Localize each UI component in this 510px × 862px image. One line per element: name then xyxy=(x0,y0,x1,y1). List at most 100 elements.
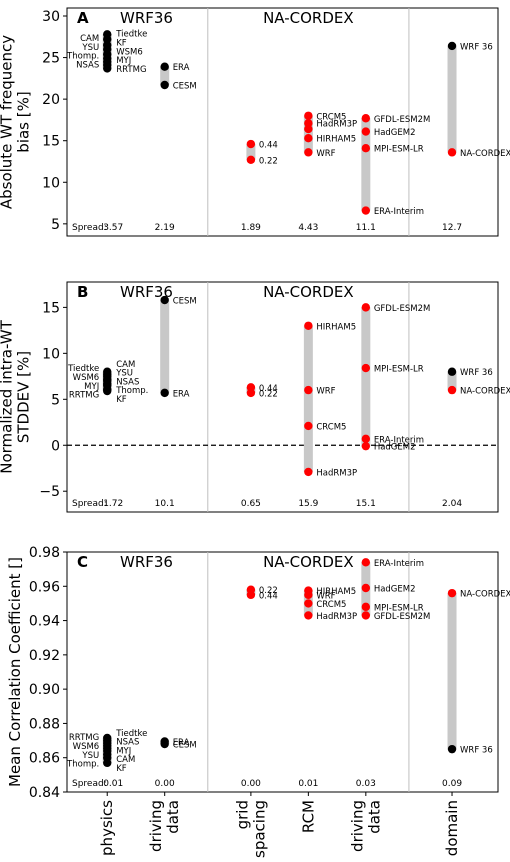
y-tick-label: 0 xyxy=(51,438,60,454)
point-label: HadRM3P xyxy=(316,120,357,130)
point-label: RRTMG xyxy=(116,65,146,75)
y-tick-label: 30 xyxy=(42,9,60,25)
range-bar xyxy=(160,66,170,86)
point-label: NSAS xyxy=(116,377,139,387)
panel-b: −5 0 5 10 15 Normalized intra-WT STDDEV [%] B WR… xyxy=(0,281,510,513)
section-label-na-cordex: NA-CORDEX xyxy=(263,553,354,571)
point-label: MPI-ESM-LR xyxy=(374,145,424,155)
data-point xyxy=(103,386,112,396)
data-point xyxy=(447,385,457,395)
spread-value: 0.09 xyxy=(442,779,462,789)
data-point xyxy=(304,611,313,620)
point-label: ERA-Interim xyxy=(374,207,424,217)
y-tick-label: 10 xyxy=(42,175,60,191)
y-tick-label: 5 xyxy=(51,392,60,408)
point-label: RRTMG xyxy=(69,733,99,743)
x-tick-label: RCM xyxy=(299,800,317,833)
point-label: KF xyxy=(116,764,127,774)
point-label: CRCM5 xyxy=(316,600,346,610)
point-label: HadGEM2 xyxy=(374,128,416,138)
data-point xyxy=(103,64,112,73)
y-axis-label: bias [%] xyxy=(15,91,33,152)
data-point xyxy=(447,41,457,51)
point-label: WSM6 xyxy=(73,742,100,752)
panel-c: 0.84 0.86 0.88 0.90 0.92 0.94 0.96 0.98 Mean Cor… xyxy=(6,545,510,801)
data-point xyxy=(304,134,313,143)
y-axis-label: Normalized intra-WT xyxy=(0,319,16,473)
data-point xyxy=(103,758,112,768)
data-point xyxy=(361,114,371,123)
y-tick-label: 25 xyxy=(42,51,60,67)
point-label: WRF 36 xyxy=(460,42,493,52)
point-label: 0.22 xyxy=(259,156,278,166)
spread-value: 2.19 xyxy=(155,223,175,233)
data-point xyxy=(304,124,313,134)
point-label: WRF xyxy=(316,591,335,601)
range-bar xyxy=(246,144,256,160)
y-tick-label: 15 xyxy=(42,134,60,150)
point-label: Thomp. xyxy=(115,386,148,396)
point-label: ERA xyxy=(173,63,190,73)
data-point xyxy=(361,441,371,451)
range-bar xyxy=(160,300,170,393)
point-label: Tiedtke xyxy=(115,30,147,40)
point-label: YSU xyxy=(115,369,133,379)
point-label: WSM6 xyxy=(73,373,100,383)
data-point xyxy=(447,367,457,376)
spread-value: 0.00 xyxy=(155,779,175,789)
spread-value: 0.01 xyxy=(298,779,318,789)
spread-label: Spread: xyxy=(72,499,107,509)
point-label: MYJ xyxy=(116,746,131,756)
panel-letter: A xyxy=(77,9,89,27)
data-point xyxy=(160,295,169,305)
range-bar xyxy=(361,118,371,211)
spread-value: 3.57 xyxy=(103,223,123,233)
point-label: MYJ xyxy=(84,382,99,392)
point-label: GFDL-ESM2M xyxy=(374,115,431,125)
data-point xyxy=(304,467,313,477)
point-label: ERA xyxy=(173,738,190,748)
x-tick-label: spacing xyxy=(250,800,268,858)
point-label: 0.22 xyxy=(259,389,278,399)
point-label: NSAS xyxy=(116,738,139,748)
y-tick-label: 0.88 xyxy=(29,716,60,732)
section-label-na-cordex: NA-CORDEX xyxy=(263,283,354,301)
point-label: CRCM5 xyxy=(316,422,346,432)
point-label: YSU xyxy=(81,43,99,53)
spread-value: 1.89 xyxy=(241,223,261,233)
spread-value: 10.1 xyxy=(155,499,175,509)
point-label: NA-CORDEX xyxy=(460,387,510,397)
point-label: 0.44 xyxy=(259,384,278,394)
spread-value: 0.01 xyxy=(103,779,123,789)
data-point xyxy=(361,602,371,612)
y-tick-label: 0.84 xyxy=(29,785,60,801)
x-tick-label: data xyxy=(164,800,182,834)
data-point xyxy=(103,35,112,44)
data-point xyxy=(304,148,313,157)
data-point xyxy=(160,739,169,749)
spread-value: 1.72 xyxy=(103,499,123,509)
point-label: NA-CORDEX xyxy=(460,590,510,600)
data-point xyxy=(304,111,313,120)
spread-value: 15.9 xyxy=(298,499,318,509)
point-label: YSU xyxy=(81,751,99,761)
x-tick-label: grid xyxy=(233,800,251,829)
spread-value: 2.04 xyxy=(442,499,462,509)
point-label: MPI-ESM-LR xyxy=(374,603,424,613)
point-label: GFDL-ESM2M xyxy=(374,304,431,314)
spread-label: Spread: xyxy=(72,223,107,233)
data-point xyxy=(160,80,169,90)
y-tick-label: 0.86 xyxy=(29,751,60,767)
section-label-wrf36: WRF36 xyxy=(120,283,173,301)
y-tick-label: 5 xyxy=(51,217,60,233)
point-label: NSAS xyxy=(76,61,99,71)
y-tick-label: 0.98 xyxy=(29,545,60,561)
data-point xyxy=(304,599,313,608)
point-label: Thomp. xyxy=(66,760,99,770)
x-axis-ticks: physics driving data grid spacing RCM driving d… xyxy=(98,792,461,858)
point-label: CESM xyxy=(173,741,197,751)
spread-value: 0.00 xyxy=(241,779,261,789)
point-label: CRCM5 xyxy=(316,112,346,122)
data-point xyxy=(246,155,256,165)
